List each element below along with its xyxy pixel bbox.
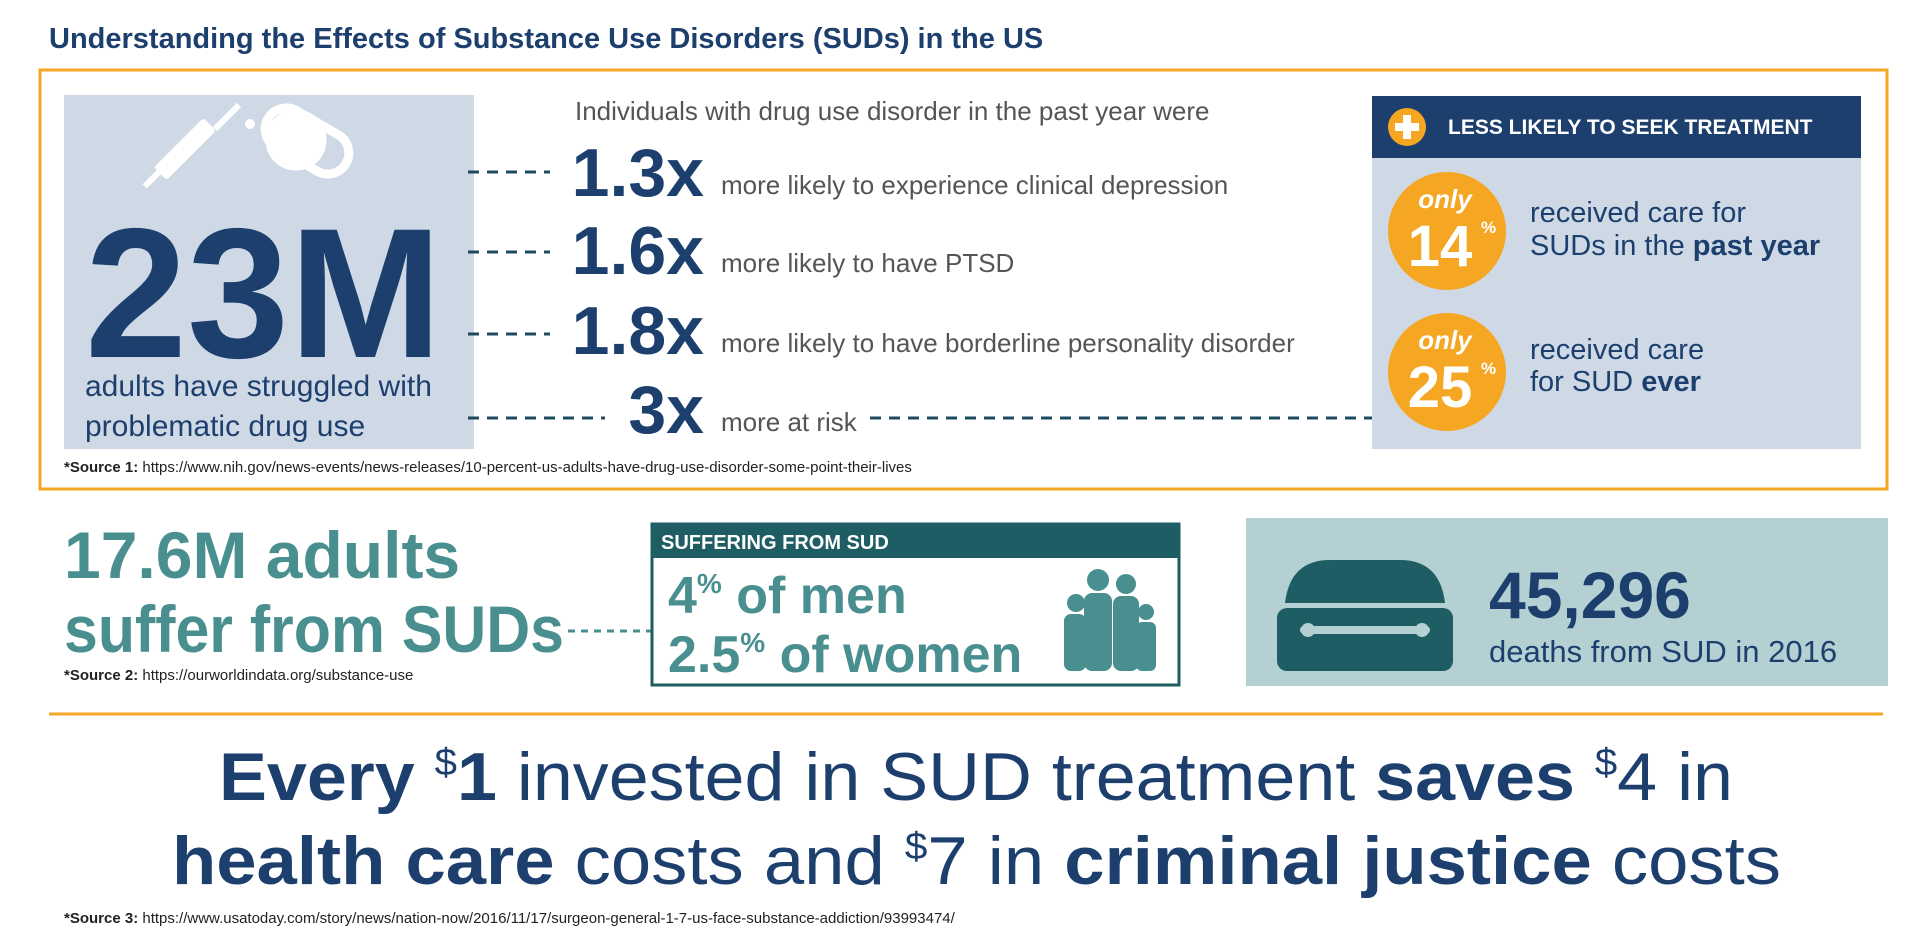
source-url: https://www.nih.gov/news-events/news-rel… (142, 459, 912, 476)
source-label: *Source 2: (64, 667, 138, 684)
source-url: https://ourworldindata.org/substance-use (142, 667, 413, 684)
percent-unit: % (1481, 359, 1496, 378)
sud-line: 2.5% of women (668, 626, 1022, 684)
qualifier: only (1418, 325, 1473, 355)
text-bold: criminal justice (1064, 823, 1591, 899)
multiplier: 1.6x (572, 213, 705, 289)
text-bold: ever (1641, 366, 1701, 398)
treatment-heading: LESS LIKELY TO SEEK TREATMENT (1448, 116, 1813, 139)
source-label: *Source 3: (64, 910, 138, 927)
row-text: more likely to experience clinical depre… (721, 170, 1228, 200)
text: for SUD (1530, 366, 1641, 398)
multiplier: 1.3x (572, 135, 705, 211)
caption: adults have struggled with (85, 370, 432, 403)
caption: problematic drug use (85, 410, 365, 443)
text: 7 in (927, 823, 1064, 899)
sud-line: 4% of men (668, 567, 907, 625)
text-bold: past year (1693, 230, 1820, 262)
savings-line: Every $1 invested in SUD treatment saves… (219, 739, 1733, 815)
percent-unit: % (1481, 218, 1496, 237)
text-bold: 1 (457, 739, 497, 815)
source-label: *Source 1: (64, 459, 138, 476)
text: costs and (555, 823, 905, 899)
text: received care (1530, 334, 1704, 366)
headline: 17.6M adults (64, 518, 460, 592)
treatment-header (1372, 96, 1861, 158)
casket-icon (1277, 560, 1453, 671)
treatment-text: SUDs in the past year (1530, 230, 1820, 262)
text: of men (722, 567, 907, 625)
unit: % (697, 568, 722, 599)
row-text: more likely to have borderline personali… (721, 328, 1295, 358)
text: 4 in (1617, 739, 1733, 815)
value: 4 (668, 567, 697, 625)
currency: $ (905, 826, 928, 868)
currency: $ (1595, 742, 1617, 784)
row-text: more at risk (721, 407, 858, 437)
syringe-icon (142, 102, 255, 189)
sud-heading: SUFFERING FROM SUD (661, 532, 889, 554)
title: Understanding the Effects of Substance U… (49, 23, 1043, 55)
unit: % (740, 627, 765, 658)
treatment-text: received care for (1530, 197, 1746, 229)
big-number: 23M (85, 191, 442, 397)
sud-box-header (652, 524, 1179, 558)
deaths-caption: deaths from SUD in 2016 (1489, 634, 1837, 669)
frame (38, 68, 1889, 491)
multiplier: 3x (628, 372, 704, 448)
text-bold: Every (219, 739, 435, 815)
text-bold: saves (1375, 739, 1595, 815)
percent-badge (1388, 172, 1506, 290)
intro: Individuals with drug use disorder in th… (575, 96, 1209, 126)
pills-icon (260, 103, 354, 179)
deaths-number: 45,296 (1489, 558, 1691, 632)
text: SUDs in the (1530, 230, 1693, 262)
savings-line: health care costs and $7 in criminal jus… (172, 823, 1781, 899)
percent-badge (1388, 313, 1506, 431)
plus-icon (1395, 115, 1419, 139)
text: costs (1592, 823, 1781, 899)
percent-number: 14 (1408, 214, 1473, 279)
source-url: https://www.usatoday.com/story/news/nati… (142, 910, 955, 927)
source: *Source 1: https://www.nih.gov/news-even… (64, 459, 912, 476)
text: of women (765, 626, 1022, 684)
treatment-text: for SUD ever (1530, 366, 1701, 398)
percent-number: 25 (1408, 355, 1473, 420)
value: 2.5 (668, 626, 740, 684)
source: *Source 3: https://www.usatoday.com/stor… (64, 910, 956, 927)
family-icon (1064, 569, 1156, 671)
text: received care for (1530, 197, 1746, 229)
qualifier: only (1418, 184, 1473, 214)
text-bold: health care (172, 823, 555, 899)
row-text: more likely to have PTSD (721, 248, 1014, 278)
source: *Source 2: https://ourworldindata.org/su… (64, 667, 413, 684)
text: invested in SUD treatment (497, 739, 1375, 815)
multiplier: 1.8x (572, 293, 705, 369)
currency: $ (435, 742, 457, 784)
treatment-text: received care (1530, 334, 1704, 366)
headline: suffer from SUDs (64, 592, 564, 666)
